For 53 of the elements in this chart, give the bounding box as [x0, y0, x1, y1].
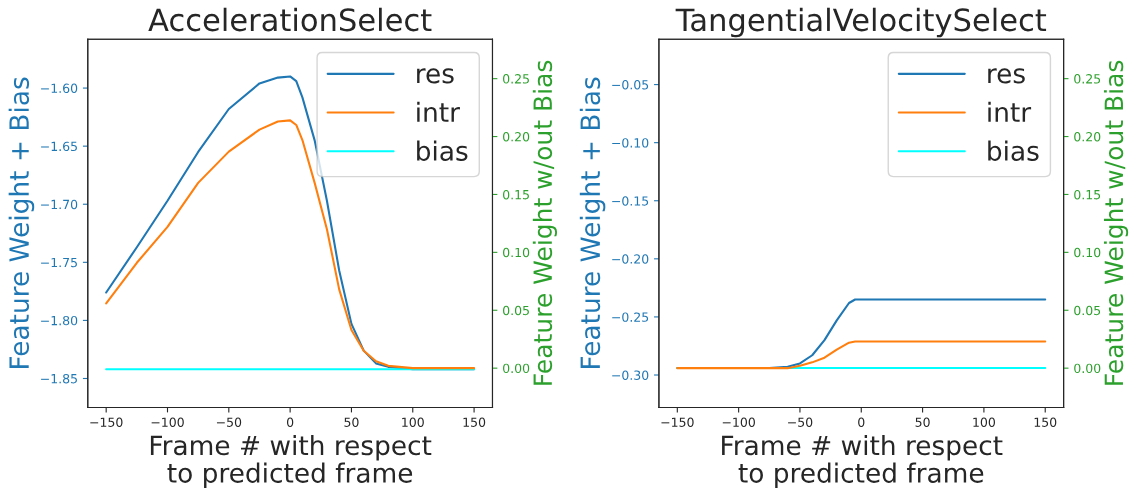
x-tick-label: −150 — [90, 417, 123, 427]
y-tick-label: −0.25 — [612, 312, 649, 322]
y-axis-title: Feature Weight + Bias — [579, 77, 606, 368]
x-tick-label: 150 — [463, 417, 486, 427]
legend-label: bias — [988, 140, 1039, 161]
y-tick-label: −0.10 — [612, 138, 649, 148]
x-tick-label: −150 — [661, 417, 694, 427]
y2-tick-label: 0.20 — [1074, 132, 1101, 142]
y2-tick-label: 0.10 — [1074, 247, 1101, 258]
y-axis-title: Feature Weight + Bias — [8, 77, 35, 368]
y2-tick-label: 0.15 — [1074, 189, 1101, 200]
y2-tick-label: 0.15 — [503, 189, 529, 200]
x-tick-label: 0 — [286, 417, 294, 427]
x-tick-label: −100 — [151, 417, 184, 427]
legend-label: intr — [988, 101, 1032, 122]
y-tick-label: −1.85 — [41, 373, 77, 384]
x-axis-title: Frame # with respect to predicted frame — [722, 434, 1003, 488]
y2-tick-label: 0.05 — [1074, 305, 1101, 316]
y2-tick-label: 0.25 — [503, 74, 529, 84]
x-tick-label: 50 — [915, 417, 930, 427]
y2-tick-label: 0.05 — [503, 305, 529, 316]
legend-label: intr — [417, 101, 460, 122]
y-tick-label: −0.15 — [612, 196, 649, 206]
y-tick-label: −1.65 — [41, 141, 77, 152]
x-axis-title: Frame # with respect to predicted frame — [150, 434, 432, 488]
y2-axis-title: Feature Weight w/out Bias — [532, 60, 558, 385]
y-tick-label: −0.05 — [612, 80, 649, 90]
y2-tick-label: 0.20 — [503, 132, 530, 142]
y-tick-label: −1.80 — [41, 315, 78, 326]
y-tick-label: −1.75 — [41, 257, 77, 268]
chart-title: TangentialVelocitySelect — [675, 7, 1047, 38]
y2-tick-label: 0.00 — [1074, 363, 1101, 374]
y2-axis-title: Feature Weight w/out Bias — [1103, 60, 1129, 385]
legend-label: res — [417, 68, 454, 84]
y-tick-label: −0.20 — [612, 254, 649, 264]
y2-tick-label: 0.00 — [503, 363, 530, 374]
legend-label: res — [988, 68, 1025, 84]
x-tick-label: 0 — [858, 417, 865, 427]
y-tick-label: −0.30 — [612, 370, 649, 380]
x-tick-label: 150 — [1034, 417, 1057, 427]
x-tick-label: −50 — [216, 417, 242, 427]
x-tick-label: 50 — [344, 417, 359, 427]
x-tick-label: −50 — [788, 417, 813, 427]
line-series — [676, 340, 1047, 370]
y-tick-label: −1.60 — [41, 83, 78, 93]
x-tick-label: 100 — [973, 417, 996, 427]
x-tick-label: −100 — [722, 417, 755, 427]
y2-tick-label: 0.25 — [1074, 74, 1101, 84]
legend-label: bias — [417, 140, 468, 161]
chart-title: AccelerationSelect — [148, 7, 432, 32]
x-tick-label: 100 — [402, 417, 424, 427]
y2-tick-label: 0.10 — [503, 247, 530, 258]
y-tick-label: −1.70 — [41, 199, 78, 210]
